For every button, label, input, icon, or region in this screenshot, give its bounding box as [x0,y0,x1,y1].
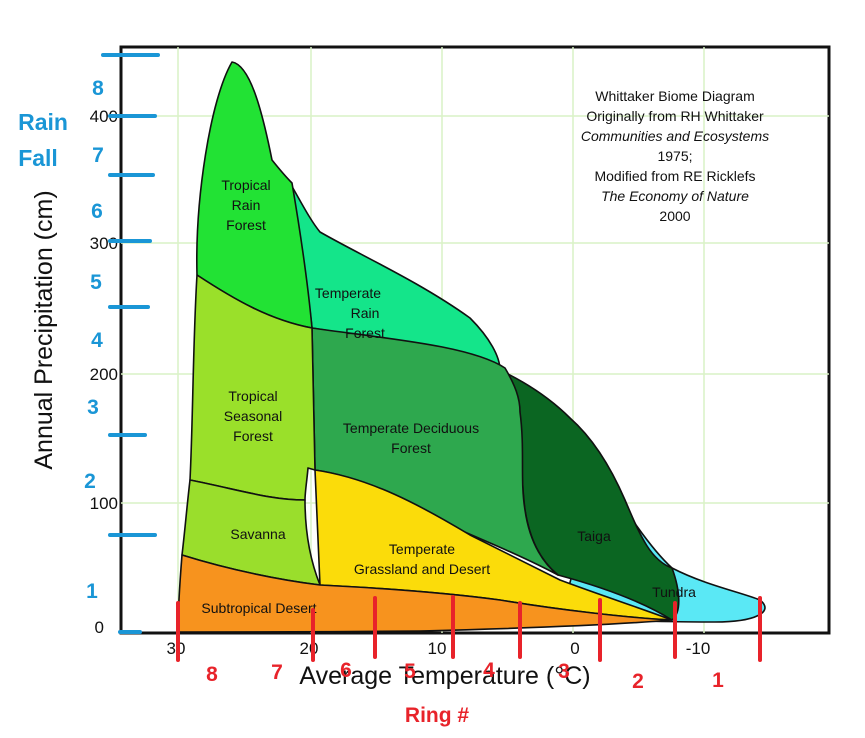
label-tropical-rain-forest-3: Forest [226,217,266,233]
attribution-line-6: The Economy of Nature [601,188,749,204]
x-tick-minus-10: -10 [686,639,711,658]
attribution-line-3: Communities and Ecosystems [581,128,769,144]
rainfall-number: 7 [92,144,104,167]
label-temperate-deciduous-forest-1: Temperate Deciduous [343,420,479,436]
rainfall-number: 5 [90,271,102,294]
rainfall-number: 6 [91,200,103,223]
y-tick-400: 400 [90,107,118,126]
x-tick-10: 10 [428,639,447,658]
attribution-line-2: Originally from RH Whittaker [586,108,764,124]
attribution-line-7: 2000 [659,208,690,224]
attribution-line-4: 1975; [657,148,692,164]
rainfall-number: 4 [91,329,103,352]
rain-fall-title-2: Fall [18,145,58,171]
ring-number: 2 [632,670,644,693]
label-tropical-seasonal-forest-2: Seasonal [224,408,282,424]
biome-regions [177,61,766,633]
y-tick-100: 100 [90,494,118,513]
label-tropical-rain-forest-2: Rain [232,197,261,213]
label-temperate-rain-forest-3: Forest [345,325,385,341]
x-tick-labels: 30 20 10 0 -10 [167,639,711,658]
rainfall-number: 1 [86,580,98,603]
rainfall-marks [101,53,160,634]
label-temperate-deciduous-forest-2: Forest [391,440,431,456]
ring-number: 3 [558,660,570,683]
ring-number: 8 [206,663,218,686]
y-tick-0: 0 [95,618,104,637]
rainfall-numbers: 1 2 3 4 5 6 7 8 Rain Fall [18,77,104,603]
ring-number: 1 [712,669,724,692]
ring-number: 7 [271,661,283,684]
rainfall-number: 3 [87,396,99,419]
ring-number: 6 [340,659,352,682]
x-tick-20: 20 [300,639,319,658]
y-axis-title: Annual Precipitation (cm) [30,190,58,469]
ring-numbers: 8 7 6 5 4 3 2 1 Ring # [206,659,724,727]
attribution-line-1: Whittaker Biome Diagram [595,88,755,104]
region-subtropical-desert [177,554,673,633]
label-tropical-seasonal-forest-3: Forest [233,428,273,444]
y-tick-labels: 0 100 200 300 400 [90,107,118,637]
label-temperate-rain-forest-2: Rain [351,305,380,321]
label-tropical-rain-forest-1: Tropical [221,177,270,193]
label-taiga: Taiga [577,528,611,544]
rain-fall-title-1: Rain [18,109,68,135]
ring-title: Ring # [405,704,469,727]
label-temperate-grassland-2: Grassland and Desert [354,561,490,577]
label-tundra: Tundra [652,584,696,600]
label-tropical-seasonal-forest-1: Tropical [228,388,277,404]
ring-number: 5 [404,660,416,683]
x-tick-0: 0 [570,639,579,658]
biome-labels: Tropical Rain Forest Temperate Rain Fore… [201,177,696,616]
rainfall-number: 8 [92,77,104,100]
label-temperate-rain-forest-1: Temperate [315,285,381,301]
rainfall-number: 2 [84,470,96,493]
y-tick-300: 300 [90,234,118,253]
label-savanna: Savanna [230,526,285,542]
x-axis-title: Average Temperature (°C) [299,662,590,690]
y-tick-200: 200 [90,365,118,384]
ring-marks [176,595,762,662]
attribution-line-5: Modified from RE Ricklefs [594,168,755,184]
ring-number: 4 [483,659,495,682]
attribution-note: Whittaker Biome Diagram Originally from … [581,88,769,224]
label-temperate-grassland-1: Temperate [389,541,455,557]
label-subtropical-desert: Subtropical Desert [201,600,316,616]
